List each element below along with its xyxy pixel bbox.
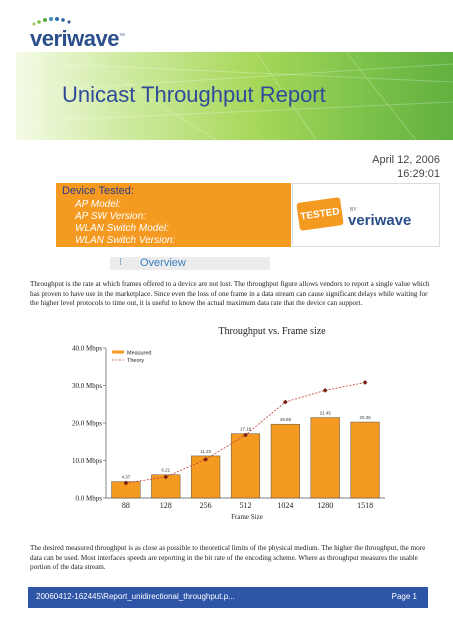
bar-value-label: 6.21 (161, 468, 170, 473)
legend-swatch-measured (112, 350, 124, 354)
banner-texture (16, 52, 453, 140)
theory-point (362, 380, 368, 385)
x-tick-label: 512 (240, 501, 252, 510)
header-banner (16, 52, 453, 140)
bar-value-label: 21.45 (320, 411, 332, 416)
bar-value-label: 4.37 (122, 475, 131, 480)
x-tick-label: 1518 (357, 501, 373, 510)
x-tick-label: 88 (122, 501, 130, 510)
field-wlan-switch-version: WLAN Switch Version: (75, 235, 176, 246)
field-ap-model: AP Model: (75, 199, 121, 210)
field-ap-sw-version: AP SW Version: (75, 211, 146, 222)
footer-file-path: 20060412-162445\Report_unidirectional_th… (36, 592, 235, 601)
y-tick-label: 10.0 Mbps (72, 457, 102, 465)
page-title: Unicast Throughput Report (62, 82, 326, 107)
bar-measured (310, 417, 340, 499)
field-wlan-switch-model: WLAN Switch Model: (75, 223, 169, 234)
x-axis-label: Frame Size (231, 513, 263, 521)
legend-label-measured: Measured (127, 351, 151, 357)
bar-value-label: 11.22 (200, 449, 211, 454)
x-tick-label: 1024 (277, 501, 293, 510)
bar-measured (350, 421, 380, 499)
throughput-chart: Throughput vs. Frame size 0.0 Mbps 10.0 Mb… (72, 326, 385, 521)
conclusion-paragraph: The desired measured throughput is as cl… (30, 544, 426, 571)
legend-label-theory: Theory (127, 358, 144, 364)
veriwave-logo: veriwave™ (30, 26, 125, 52)
y-tick-label: 30.0 Mbps (72, 382, 102, 390)
bar-measured (191, 455, 221, 499)
device-fields: AP Model: AP SW Version: WLAN Switch Mod… (75, 199, 175, 247)
bar-value-label: 19.69 (280, 417, 292, 422)
x-tick-label: 128 (160, 501, 172, 510)
y-tick-label: 20.0 Mbps (72, 420, 102, 428)
device-tested-heading: Device Tested: (62, 185, 134, 197)
device-tested-panel (56, 183, 291, 247)
tested-by-label: BY (350, 207, 357, 213)
bar-value-label: 17.16 (240, 427, 252, 432)
overview-heading: Overview (140, 257, 186, 269)
bar-measured (270, 423, 300, 499)
footer-page-number: Page 1 (391, 592, 417, 601)
y-tick-label: 40.0 Mbps (72, 345, 102, 353)
overview-paragraph: Throughput is the rate at which frames o… (30, 280, 430, 307)
logo-trademark: ™ (118, 33, 125, 40)
report-timestamp: April 12, 2006 16:29:01 (372, 153, 440, 181)
logo-dots-icon (32, 17, 71, 26)
chart-title: Throughput vs. Frame size (218, 326, 326, 337)
footer-bar (28, 587, 428, 608)
y-tick-label: 0.0 Mbps (76, 495, 103, 503)
report-time: 16:29:01 (397, 168, 440, 180)
bar-value-label: 20.26 (359, 415, 371, 420)
report-date: April 12, 2006 (372, 154, 440, 166)
logo-text-wave: wave (67, 26, 119, 51)
bar-measured (230, 433, 261, 499)
x-tick-label: 1280 (317, 501, 333, 510)
theory-point (282, 399, 288, 405)
x-tick-label: 256 (200, 501, 212, 510)
overview-section-bar (110, 257, 270, 270)
theory-point (322, 387, 328, 393)
overview-dots-icon: ⁝ (119, 257, 123, 268)
tested-brand-logo: veriwave (348, 212, 412, 229)
logo-text-veri: veri (30, 26, 68, 51)
